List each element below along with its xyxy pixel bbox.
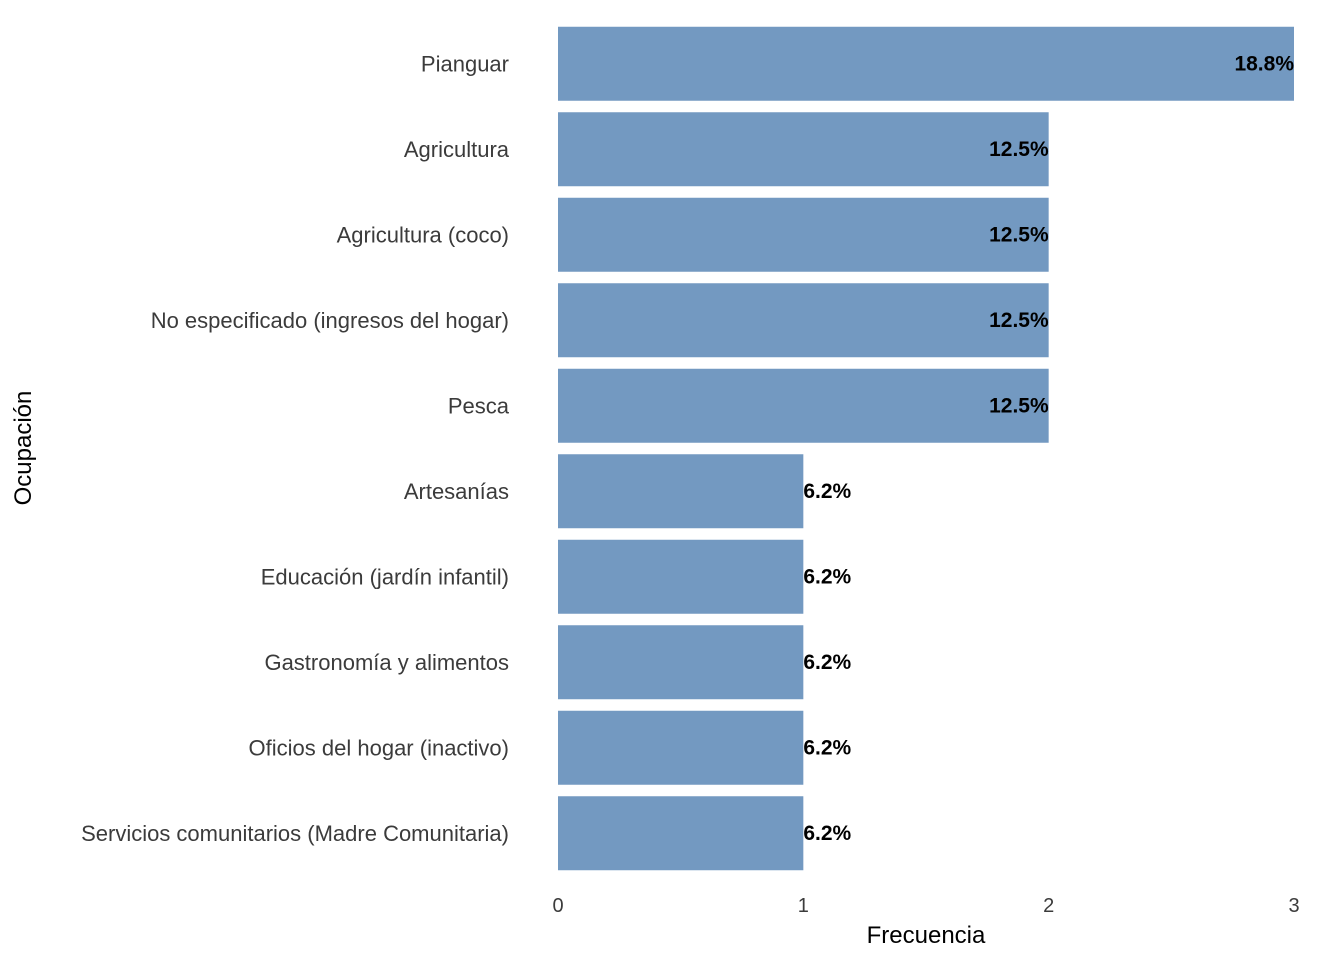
- bars-group: [558, 26, 1294, 871]
- category-label: Agricultura: [404, 137, 510, 162]
- category-label: Servicios comunitarios (Madre Comunitari…: [81, 821, 509, 846]
- bar: [558, 539, 804, 614]
- category-label: Pesca: [448, 393, 510, 418]
- y-axis-title: Ocupación: [10, 391, 37, 506]
- category-label: Educación (jardín infantil): [261, 564, 509, 589]
- x-tick-label: 3: [1288, 895, 1299, 917]
- category-label: Gastronomía y alimentos: [264, 650, 509, 675]
- data-label: 6.2%: [803, 565, 851, 588]
- data-label: 6.2%: [803, 822, 851, 845]
- data-label: 12.5%: [989, 223, 1049, 246]
- data-label: 12.5%: [989, 138, 1049, 161]
- data-labels-group: 18.8% 12.5% 12.5% 12.5% 12.5% 6.2% 6.2% 6.2% 6.2…: [803, 52, 1294, 845]
- bar: [558, 112, 1049, 187]
- data-label: 6.2%: [803, 651, 851, 674]
- category-label: Artesanías: [404, 479, 509, 504]
- bar: [558, 710, 804, 785]
- data-label: 12.5%: [989, 394, 1049, 417]
- bar: [558, 197, 1049, 272]
- data-label: 12.5%: [989, 309, 1049, 332]
- bar: [558, 454, 804, 529]
- data-label: 6.2%: [803, 736, 851, 759]
- category-label: Agricultura (coco): [337, 222, 509, 247]
- x-tick-label: 2: [1043, 895, 1054, 917]
- category-labels-group: Pianguar Agricultura Agricultura (coco) No …: [81, 51, 510, 846]
- bar: [558, 283, 1049, 358]
- bar: [558, 368, 1049, 443]
- category-label: Oficios del hogar (inactivo): [249, 735, 509, 760]
- x-tick-label: 1: [798, 895, 809, 917]
- data-label: 6.2%: [803, 480, 851, 503]
- bar: [558, 26, 1294, 101]
- x-axis-title: Frecuencia: [867, 922, 986, 949]
- bar: [558, 796, 804, 871]
- category-label: Pianguar: [421, 51, 509, 76]
- category-label: No especificado (ingresos del hogar): [151, 308, 509, 333]
- x-axis-ticks-group: 0 1 2 3: [552, 895, 1299, 917]
- x-tick-label: 0: [552, 895, 563, 917]
- data-label: 18.8%: [1234, 52, 1294, 75]
- bar: [558, 625, 804, 700]
